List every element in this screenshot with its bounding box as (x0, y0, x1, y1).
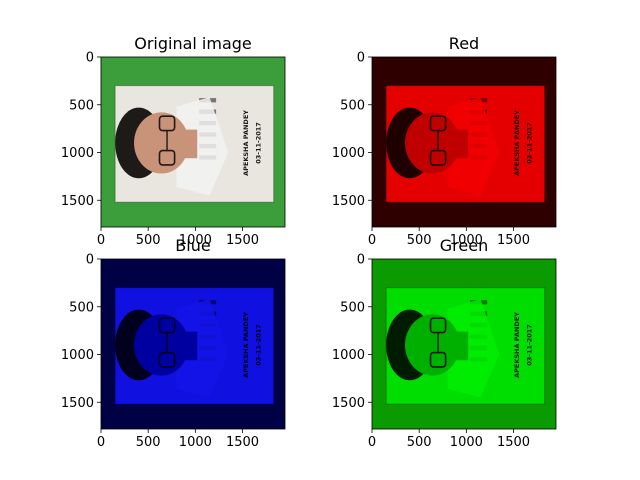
card-text: 03-11-2017 (525, 122, 533, 164)
y-tick-label: 0 (86, 253, 94, 268)
y-tick-label: 1000 (332, 146, 365, 161)
axes-frame (100, 258, 286, 430)
y-tick-label: 0 (86, 51, 94, 66)
y-tick-label: 500 (69, 98, 94, 113)
x-tick-label: 1000 (179, 435, 212, 450)
shirt (176, 97, 229, 196)
glasses-lens-top (158, 317, 176, 334)
axes-frame (371, 56, 557, 228)
card-text: APEKSHA PANDEY (513, 110, 521, 176)
shirt (447, 97, 500, 196)
axes-frame (100, 56, 286, 228)
y-tick-label: 500 (340, 300, 365, 315)
x-tick-label: 0 (368, 435, 376, 450)
neck (184, 331, 198, 361)
y-tick-label: 0 (357, 253, 365, 268)
glasses-lens-top (429, 317, 447, 334)
subplot-red: APEKSHA PANDEY 03-11-2017 Red 0 500 1000 1500 0… (332, 34, 557, 248)
x-tick-label: 1500 (226, 435, 259, 450)
x-tick-label: 1500 (497, 435, 530, 450)
subplot-title: Blue (175, 236, 210, 255)
subplot-rgb: APEKSHA PANDEY 03-11-2017 Original image 0 5… (61, 34, 286, 248)
y-tick-label: 500 (69, 300, 94, 315)
neck (455, 129, 469, 159)
card-text: APEKSHA PANDEY (242, 312, 250, 378)
image-blue: APEKSHA PANDEY 03-11-2017 (101, 259, 285, 429)
x-tick-label: 1000 (179, 233, 212, 248)
x-tick-label: 500 (136, 233, 161, 248)
subplot-blue: APEKSHA PANDEY 03-11-2017 Blue 0 500 1000 1500… (61, 236, 286, 450)
card-text: APEKSHA PANDEY (513, 312, 521, 378)
neck (184, 129, 198, 159)
y-tick-label: 1000 (332, 348, 365, 363)
x-tick-label: 0 (368, 233, 376, 248)
x-tick-label: 500 (407, 233, 432, 248)
shirt (176, 299, 229, 398)
subplot-title: Original image (134, 34, 252, 53)
x-tick-label: 500 (407, 435, 432, 450)
card-text: 03-11-2017 (525, 324, 533, 366)
x-tick-label: 1500 (497, 233, 530, 248)
x-tick-label: 0 (97, 233, 105, 248)
shirt (447, 299, 500, 398)
x-tick-label: 1000 (450, 435, 483, 450)
y-tick-label: 1000 (61, 348, 94, 363)
y-tick-label: 500 (340, 98, 365, 113)
x-tick-label: 0 (97, 435, 105, 450)
x-tick-label: 1000 (450, 233, 483, 248)
card-text: 03-11-2017 (254, 122, 262, 164)
x-tick-label: 500 (136, 435, 161, 450)
y-tick-label: 0 (357, 51, 365, 66)
subplot-title: Green (440, 236, 488, 255)
axes-frame (371, 258, 557, 430)
y-tick-label: 1000 (61, 146, 94, 161)
card-text: APEKSHA PANDEY (242, 110, 250, 176)
image-red: APEKSHA PANDEY 03-11-2017 (372, 57, 556, 227)
y-tick-label: 1500 (332, 396, 365, 411)
y-tick-label: 1500 (61, 396, 94, 411)
subplot-title: Red (449, 34, 479, 53)
image-green: APEKSHA PANDEY 03-11-2017 (372, 259, 556, 429)
y-tick-label: 1500 (332, 194, 365, 209)
neck (455, 331, 469, 361)
subplot-green: APEKSHA PANDEY 03-11-2017 Green 0 500 1000 150… (332, 236, 557, 450)
image-rgb: APEKSHA PANDEY 03-11-2017 (101, 57, 285, 227)
y-tick-label: 1500 (61, 194, 94, 209)
card-text: 03-11-2017 (254, 324, 262, 366)
x-tick-label: 1500 (226, 233, 259, 248)
